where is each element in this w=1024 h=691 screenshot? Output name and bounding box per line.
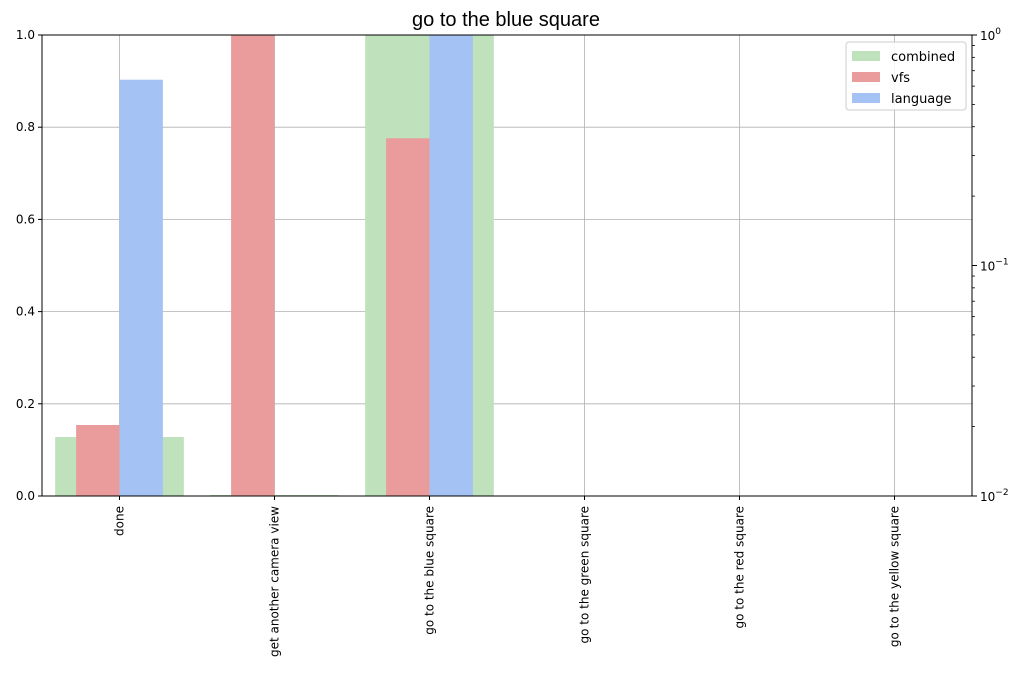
x-axis: done get another camera view go to the blu… (113, 496, 902, 657)
bar-language (429, 35, 473, 496)
bar-vfs (231, 35, 275, 496)
chart-title: go to the blue square (412, 9, 600, 31)
right-tick-label: 10−2 (980, 488, 1009, 504)
bars (55, 35, 494, 496)
right-tick-exponent: −2 (995, 488, 1008, 498)
x-tick-label: get another camera view (268, 506, 282, 657)
y-tick-label: 0.0 (16, 489, 35, 503)
right-tick-base: 10 (980, 490, 995, 504)
x-tick-label: go to the green square (578, 506, 592, 644)
right-tick-base: 10 (980, 29, 995, 43)
y-tick-label: 0.4 (16, 305, 35, 319)
bar-vfs (386, 138, 430, 496)
legend-label-combined: combined (891, 50, 955, 65)
right-tick-exponent: −1 (995, 258, 1008, 268)
y-tick-label: 0.8 (16, 120, 35, 134)
legend-label-vfs: vfs (891, 71, 910, 86)
legend-label-language: language (891, 92, 952, 107)
x-tick-label: go to the yellow square (888, 506, 902, 647)
bar-language (119, 79, 163, 496)
bar-vfs (76, 425, 120, 496)
legend-swatch-language (852, 93, 880, 103)
right-tick-base: 10 (980, 260, 995, 274)
right-tick-exponent: 0 (995, 27, 1001, 37)
x-tick-label: go to the blue square (423, 506, 437, 635)
legend-swatch-vfs (852, 72, 880, 82)
x-tick-label: done (113, 506, 127, 536)
x-tick-label: go to the red square (733, 506, 747, 629)
left-y-axis: 0.0 0.2 0.4 0.6 0.8 1.0 (16, 28, 42, 503)
right-tick-label: 100 (980, 27, 1001, 43)
y-tick-label: 0.6 (16, 212, 35, 226)
grid-lines (42, 34, 972, 497)
right-tick-label: 10−1 (980, 258, 1009, 274)
legend-swatch-combined (852, 51, 880, 61)
y-tick-label: 1.0 (16, 28, 35, 42)
plot-frame (41, 34, 973, 497)
legend: combined vfs language (845, 41, 967, 111)
y-tick-label: 0.2 (16, 397, 35, 411)
